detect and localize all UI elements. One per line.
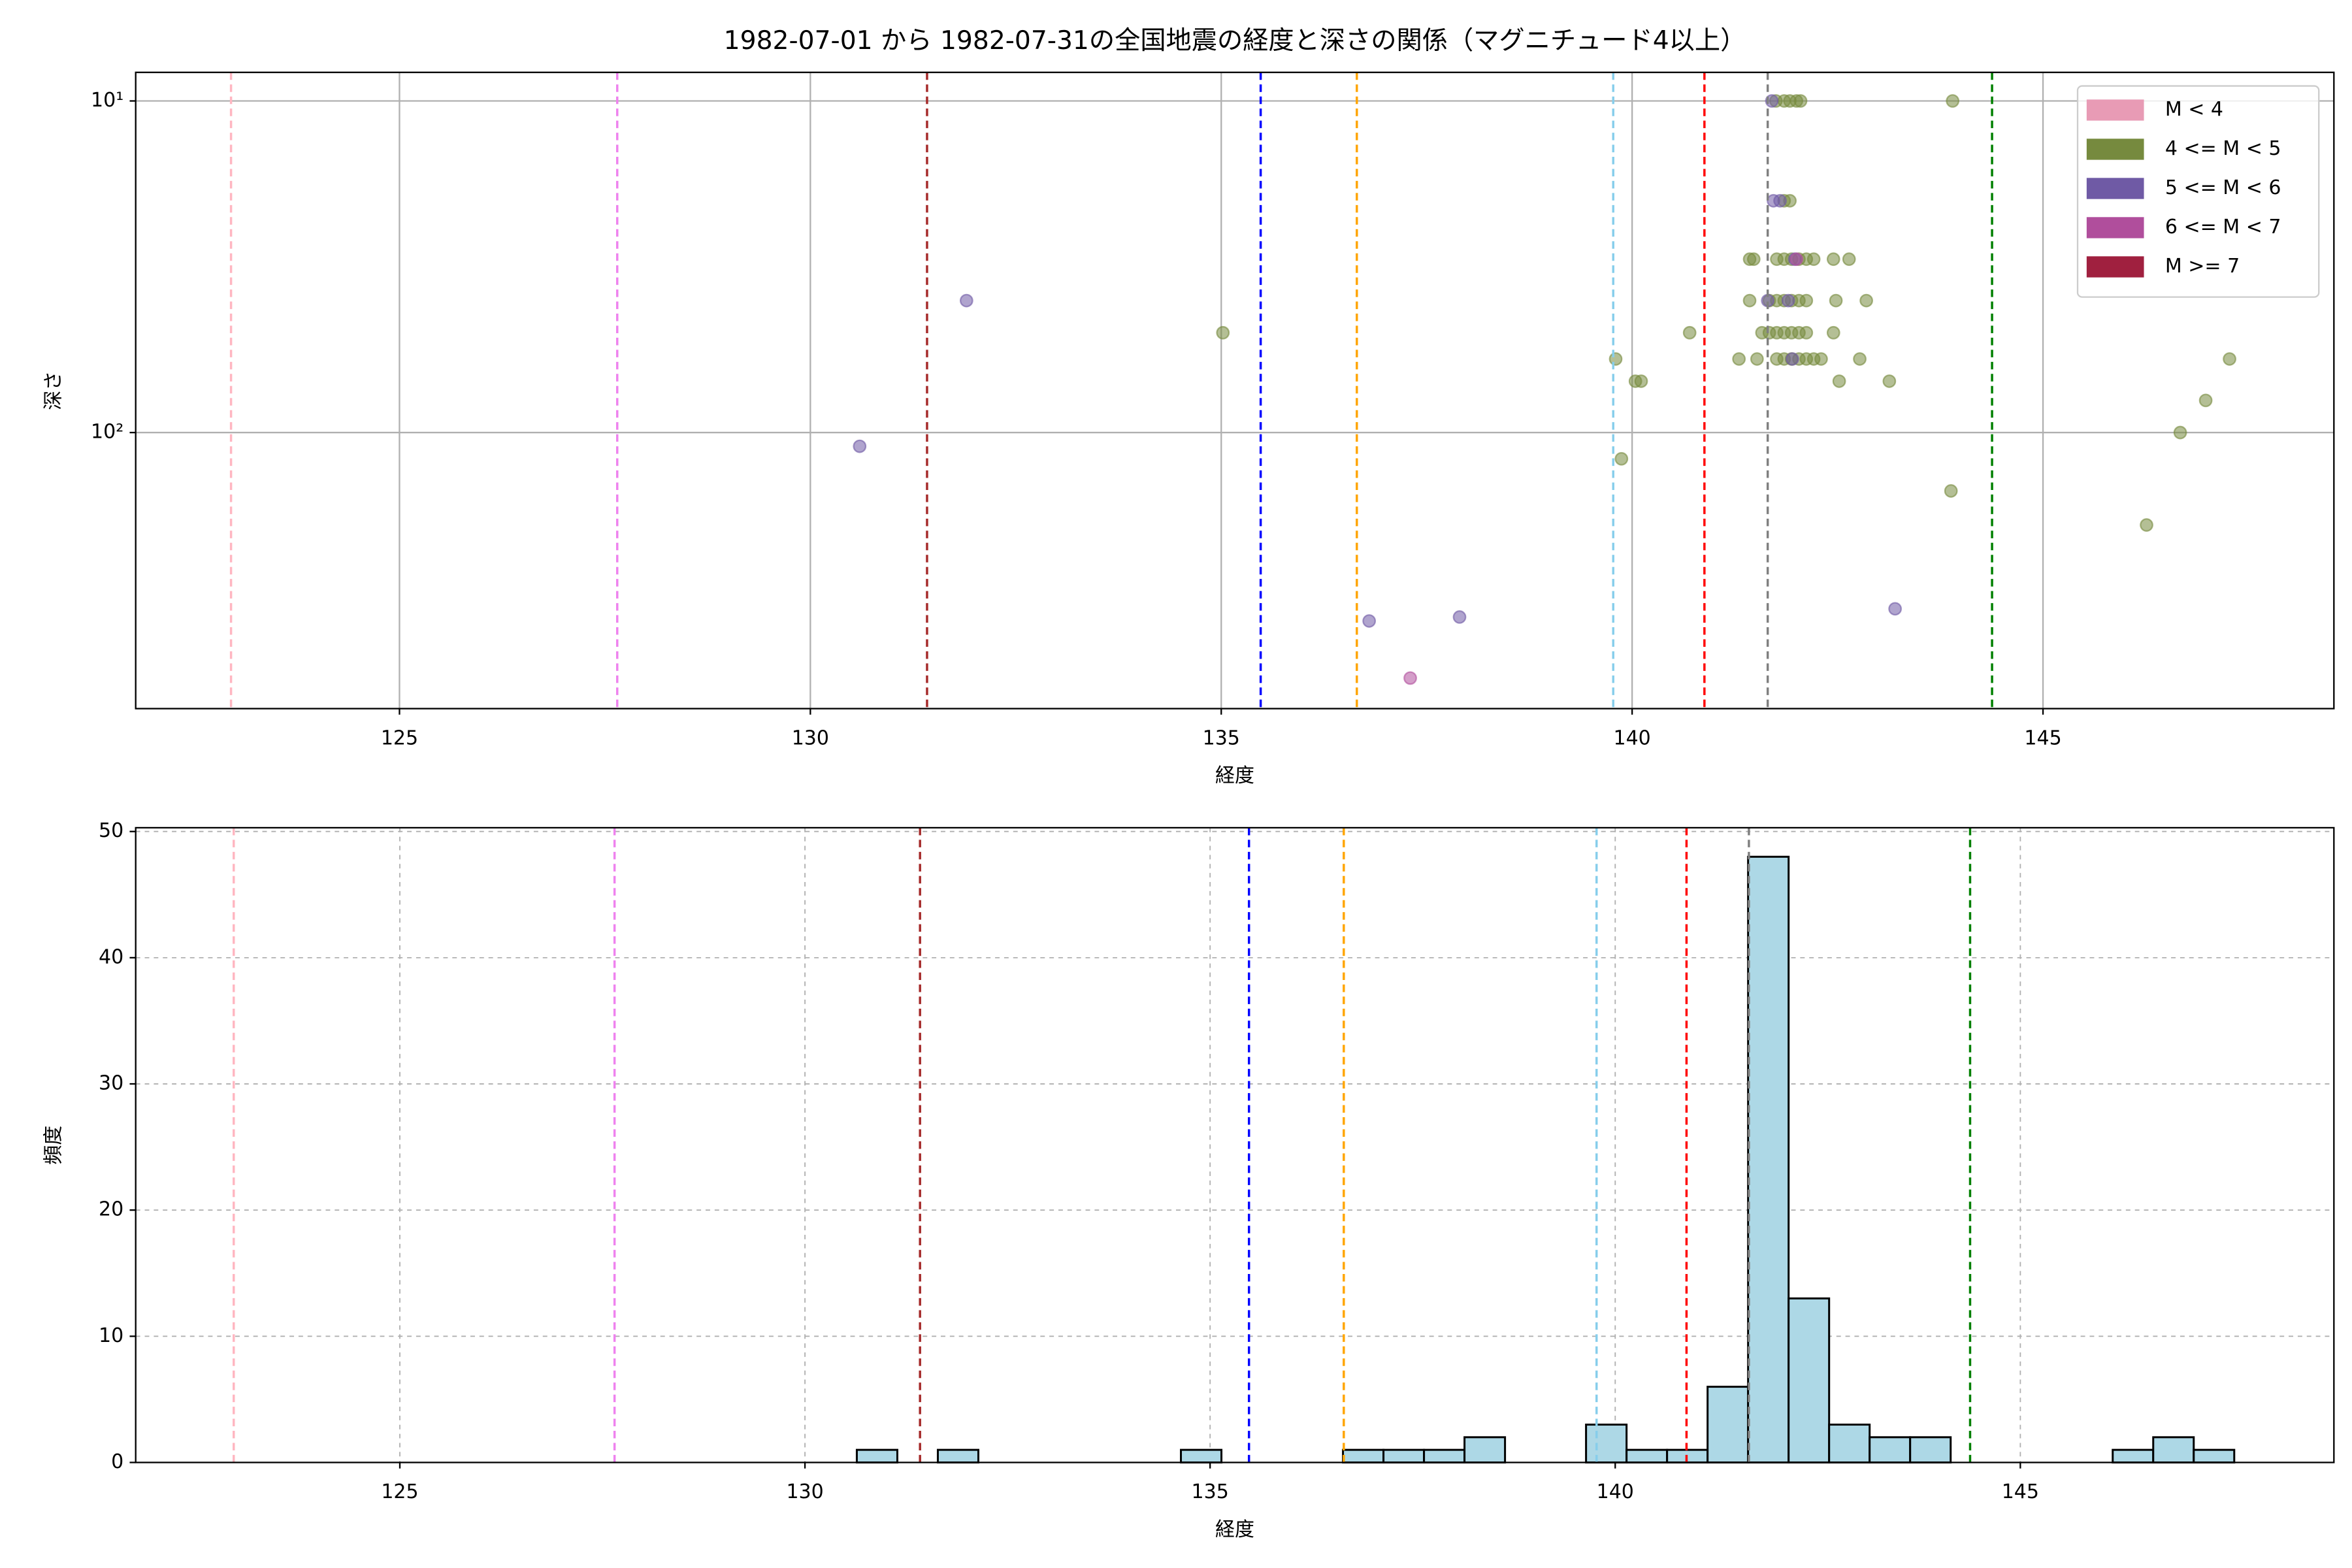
point xyxy=(1806,252,1821,267)
point xyxy=(1781,293,1795,308)
legend-label: 6 <= M < 7 xyxy=(2165,216,2281,238)
point xyxy=(1614,451,1629,466)
point xyxy=(1609,352,1623,366)
y-axis-label: 頻度 xyxy=(42,1126,65,1165)
bar xyxy=(1180,1448,1223,1463)
x-axis-label: 経度 xyxy=(1215,764,1254,787)
x-tick-label: 145 xyxy=(2002,1480,2039,1503)
plot-frame xyxy=(135,826,2335,1463)
x-tick-label: 140 xyxy=(1614,727,1651,749)
x-tick-label: 130 xyxy=(786,1480,823,1503)
point xyxy=(1814,352,1828,366)
bar xyxy=(1342,1448,1385,1463)
point xyxy=(1859,293,1874,308)
legend-swatch xyxy=(2086,99,2144,121)
bar xyxy=(1585,1424,1628,1463)
point xyxy=(1682,325,1697,340)
point xyxy=(1742,293,1757,308)
bar xyxy=(1747,855,1790,1463)
point xyxy=(1216,325,1230,340)
legend-label: 4 <= M < 5 xyxy=(2165,137,2281,160)
legend-swatch xyxy=(2086,139,2144,160)
bar xyxy=(1423,1448,1466,1463)
point xyxy=(1362,614,1377,628)
y-tick-label: 20 xyxy=(99,1198,123,1221)
point xyxy=(1944,484,1958,498)
bar xyxy=(1788,1297,1831,1463)
point xyxy=(1786,352,1799,366)
point xyxy=(1773,193,1787,208)
point xyxy=(1799,325,1814,340)
y-tick-label: 10² xyxy=(91,421,123,444)
x-axis-label: 経度 xyxy=(1215,1518,1254,1541)
x-tick-label: 135 xyxy=(1203,727,1240,749)
point xyxy=(2223,352,2236,366)
bar xyxy=(2193,1448,2236,1463)
bar xyxy=(1828,1424,1871,1463)
y-tick-label: 10 xyxy=(99,1324,123,1347)
x-tick-label: 125 xyxy=(381,727,418,749)
point xyxy=(1634,374,1648,388)
bar xyxy=(1625,1448,1669,1463)
point xyxy=(1452,610,1467,624)
point xyxy=(1789,252,1804,267)
legend-swatch xyxy=(2086,256,2144,278)
point xyxy=(2140,518,2153,532)
point xyxy=(1829,293,1843,308)
bar xyxy=(855,1448,898,1463)
x-tick-label: 145 xyxy=(2024,727,2061,749)
point xyxy=(1732,352,1746,366)
bar xyxy=(1869,1436,1912,1463)
point xyxy=(2198,393,2213,408)
legend-swatch xyxy=(2086,178,2144,199)
y-tick-label: 0 xyxy=(111,1450,123,1473)
point xyxy=(1832,374,1846,388)
point xyxy=(1403,671,1417,685)
y-axis-label: 深さ xyxy=(42,371,65,410)
point xyxy=(2173,425,2187,440)
point xyxy=(1826,325,1840,340)
point xyxy=(1799,293,1814,308)
y-tick-label: 30 xyxy=(99,1072,123,1095)
x-tick-label: 135 xyxy=(1192,1480,1229,1503)
point xyxy=(1888,602,1903,616)
legend-swatch xyxy=(2086,217,2144,238)
point xyxy=(1793,94,1808,108)
legend-label: M < 4 xyxy=(2165,98,2223,121)
bar xyxy=(2152,1436,2195,1463)
bar xyxy=(1463,1436,1507,1463)
bar xyxy=(936,1448,979,1463)
point xyxy=(1842,252,1856,267)
point xyxy=(1826,252,1840,267)
plot-frame xyxy=(135,71,2335,710)
chart-title: 1982-07-01 から 1982-07-31の全国地震の経度と深さの関係（マ… xyxy=(724,26,1746,56)
bar xyxy=(1707,1386,1750,1463)
x-tick-label: 140 xyxy=(1597,1480,1634,1503)
x-tick-label: 125 xyxy=(381,1480,418,1503)
y-tick-label: 40 xyxy=(99,945,123,968)
point xyxy=(1946,94,1960,108)
point xyxy=(1746,252,1761,267)
legend-label: 5 <= M < 6 xyxy=(2165,176,2281,199)
point xyxy=(959,293,973,308)
bar xyxy=(2112,1448,2155,1463)
point xyxy=(1750,352,1764,366)
y-tick-label: 10¹ xyxy=(91,89,123,112)
point xyxy=(853,439,867,453)
y-tick-label: 50 xyxy=(99,819,123,842)
legend-label: M >= 7 xyxy=(2165,255,2240,278)
x-tick-label: 130 xyxy=(792,727,829,749)
bar xyxy=(1382,1448,1426,1463)
point xyxy=(1853,352,1867,366)
bar xyxy=(1909,1436,1952,1463)
point xyxy=(1882,374,1897,388)
